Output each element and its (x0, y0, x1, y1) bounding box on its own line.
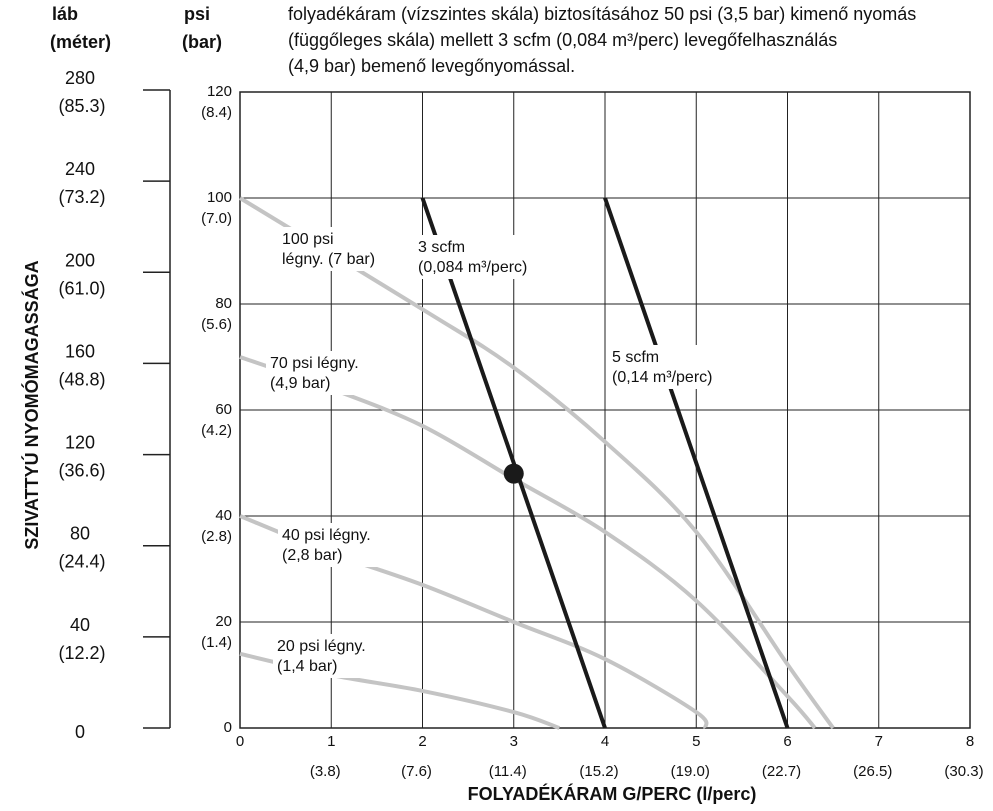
x-tick-label-gpm: 0 (236, 733, 244, 750)
curve-label-line-1: 70 psi légny. (270, 355, 359, 372)
x-tick-label-lpm: (15.2) (579, 763, 618, 780)
air-line-label-bg (415, 235, 550, 279)
air-line-label-line-2: (0,14 m³/perc) (612, 369, 712, 386)
y-tick-label-bar: (5.6) (201, 316, 232, 333)
y-tick-label-psi: 80 (215, 295, 232, 312)
feet-tick-label: 160 (65, 341, 95, 361)
y-tick-label-bar: (2.8) (201, 528, 232, 545)
y-tick-label-psi: 40 (215, 507, 232, 524)
air-line-label-bg (609, 345, 736, 389)
meter-axis-title: (méter) (50, 32, 111, 52)
x-tick-label-lpm: (22.7) (762, 763, 801, 780)
y-tick-label-psi: 60 (215, 401, 232, 418)
feet-tick-label: 200 (65, 250, 95, 270)
meter-tick-label: (12.2) (58, 643, 105, 663)
meter-tick-label: (73.2) (58, 187, 105, 207)
psi-axis-title: psi (184, 4, 210, 24)
y-tick-label-psi: 120 (207, 83, 232, 100)
air-line-label-line-1: 5 scfm (612, 349, 659, 366)
bar-axis-title: (bar) (182, 32, 222, 52)
y-tick-label-psi: 100 (207, 189, 232, 206)
curve-label-bg (266, 351, 386, 395)
y-tick-labels: 120 (8.4) 100 (7.0) 80 (5.6) 60 (4.2) 40 (2.8) 20 (… (201, 83, 232, 736)
meter-tick-label: (85.3) (58, 96, 105, 116)
air-consumption-line (603, 197, 790, 729)
description-line-2: (függőleges skála) mellett 3 scfm (0,084… (288, 30, 837, 50)
meter-tick-label: (48.8) (58, 369, 105, 389)
x-tick-label-gpm: 5 (692, 733, 700, 750)
y-tick-label-psi: 0 (224, 719, 232, 736)
feet-tick-label: 120 (65, 433, 95, 453)
y-tick-label-bar: (8.4) (201, 104, 232, 121)
meter-tick-label: (61.0) (58, 278, 105, 298)
marker-layer (503, 463, 524, 484)
curve-label-bg (278, 227, 407, 271)
x-tick-label-lpm: (26.5) (853, 763, 892, 780)
curve-labels: 100 psi légny. (7 bar) 70 psi légny. (4,9 b… (266, 227, 736, 678)
y-axis-title: SZIVATTYÚ NYOMÓMAGASSÁGA (21, 260, 42, 549)
x-tick-label-lpm: (30.3) (944, 763, 983, 780)
curve-label-bg (278, 523, 398, 567)
curve-label-line-2: (2,8 bar) (282, 547, 342, 564)
air-line-label-line-2: (0,084 m³/perc) (418, 259, 527, 276)
feet-tick-label: 40 (70, 615, 90, 635)
x-tick-label-gpm: 2 (418, 733, 426, 750)
feet-axis-title: láb (52, 4, 78, 24)
x-tick-label-gpm: 7 (875, 733, 883, 750)
operating-point-marker (503, 463, 524, 484)
x-tick-label-gpm: 8 (966, 733, 974, 750)
pressure-curve (238, 196, 835, 730)
y-tick-label-bar: (1.4) (201, 634, 232, 651)
y-tick-label-psi: 20 (215, 613, 232, 630)
curve-label-bg (273, 634, 393, 678)
x-tick-label-gpm: 3 (510, 733, 518, 750)
curve-label-line-1: 40 psi légny. (282, 527, 371, 544)
curve-label-line-2: (4,9 bar) (270, 375, 330, 392)
x-tick-label-lpm: (7.6) (401, 763, 432, 780)
x-tick-label-lpm: (11.4) (489, 763, 527, 780)
feet-tick-label: 240 (65, 159, 95, 179)
curve-label-line-1: 100 psi (282, 231, 334, 248)
y-tick-label-bar: (7.0) (201, 210, 232, 227)
meter-tick-label: (36.6) (58, 461, 105, 481)
y-tick-label-bar: (4.2) (201, 422, 232, 439)
grid (239, 91, 971, 729)
x-tick-label-lpm: (3.8) (310, 763, 341, 780)
x-tick-label-gpm: 1 (327, 733, 335, 750)
description-line-1: folyadékáram (vízszintes skála) biztosít… (288, 4, 916, 24)
air-consumption-line (420, 197, 607, 729)
curve-label-line-2: (1,4 bar) (277, 658, 337, 675)
description-text: folyadékáram (vízszintes skála) biztosít… (288, 4, 916, 76)
x-tick-label-lpm: (19.0) (671, 763, 710, 780)
curve-label-line-1: 20 psi légny. (277, 638, 366, 655)
feet-tick-label: 280 (65, 68, 95, 88)
air-line-label-line-1: 3 scfm (418, 239, 465, 256)
x-tick-labels: 0 1 (3.8) 2 (7.6) 3 (11.4) 4 (15.2) 5 (19.0) 6 (22.7… (236, 733, 984, 780)
x-tick-label-gpm: 6 (783, 733, 791, 750)
curve-label-line-2: légny. (7 bar) (282, 251, 375, 268)
feet-scale: 280 (85.3) 240 (73.2) 200 (61.0) 160 (48.8) 120 (… (58, 68, 171, 742)
feet-tick-label: 80 (70, 524, 90, 544)
x-tick-label-gpm: 4 (601, 733, 609, 750)
description-line-3: (4,9 bar) bemenő levegőnyomással. (288, 56, 575, 76)
meter-tick-label: (24.4) (58, 552, 105, 572)
x-axis-title: FOLYADÉKÁRAM G/PERC (l/perc) (468, 783, 757, 804)
feet-tick-label: 0 (75, 722, 85, 742)
air-consumption-lines (420, 197, 790, 729)
